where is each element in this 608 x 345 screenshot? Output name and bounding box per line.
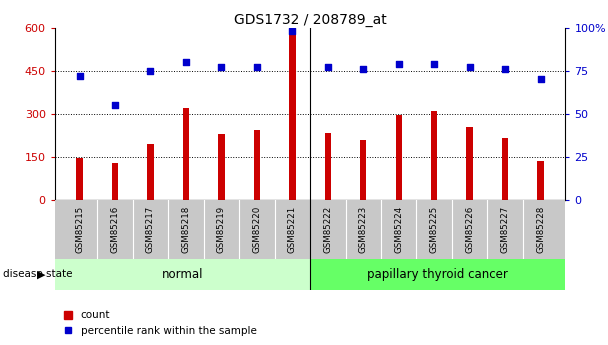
Point [110, 102, 120, 108]
Text: GSM85223: GSM85223 [359, 206, 368, 253]
Title: GDS1732 / 208789_at: GDS1732 / 208789_at [233, 12, 387, 27]
Bar [502, 138, 508, 200]
Bar [310, 259, 565, 290]
Bar [289, 33, 295, 200]
Point [181, 59, 191, 65]
Bar [112, 163, 118, 200]
Point [288, 28, 297, 34]
Text: disease state: disease state [3, 269, 72, 279]
Point [500, 66, 510, 72]
Point [394, 61, 404, 67]
Bar [254, 130, 260, 200]
Bar [466, 127, 473, 200]
Text: GSM85226: GSM85226 [465, 206, 474, 253]
Point [429, 61, 439, 67]
Text: GSM85216: GSM85216 [111, 206, 120, 253]
Text: papillary thyroid cancer: papillary thyroid cancer [367, 268, 508, 281]
Text: GSM85224: GSM85224 [394, 206, 403, 253]
Bar [431, 111, 437, 200]
Text: GSM85215: GSM85215 [75, 206, 84, 253]
Text: GSM85222: GSM85222 [323, 206, 333, 253]
Bar [183, 108, 189, 200]
Text: ▶: ▶ [37, 269, 46, 279]
Point [323, 65, 333, 70]
Point [252, 65, 261, 70]
Bar [77, 158, 83, 200]
Text: normal: normal [162, 268, 203, 281]
Bar [147, 144, 154, 200]
Point [216, 65, 226, 70]
Bar [537, 161, 544, 200]
Bar [218, 134, 224, 200]
Text: GSM85218: GSM85218 [181, 206, 190, 253]
Text: GSM85227: GSM85227 [500, 206, 510, 253]
Text: GSM85221: GSM85221 [288, 206, 297, 253]
Point [465, 65, 474, 70]
Bar [325, 132, 331, 200]
Text: GSM85228: GSM85228 [536, 206, 545, 253]
Bar [55, 259, 310, 290]
Point [536, 77, 545, 82]
Point [358, 66, 368, 72]
Point [145, 68, 155, 73]
Text: GSM85220: GSM85220 [252, 206, 261, 253]
Bar [396, 115, 402, 200]
Text: GSM85225: GSM85225 [430, 206, 439, 253]
Legend: count, percentile rank within the sample: count, percentile rank within the sample [60, 306, 261, 340]
Text: GSM85219: GSM85219 [217, 206, 226, 253]
Bar [360, 140, 367, 200]
Text: GSM85217: GSM85217 [146, 206, 155, 253]
Point [75, 73, 85, 79]
